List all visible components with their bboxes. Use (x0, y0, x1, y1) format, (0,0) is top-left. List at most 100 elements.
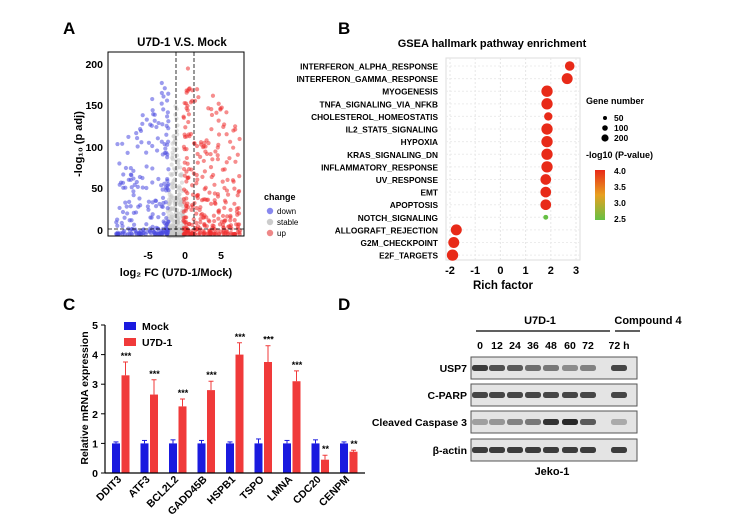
volcano-point-up (220, 213, 226, 219)
qpcr-ytick-label: 1 (92, 438, 98, 450)
volcano-point-down (155, 136, 160, 141)
volcano-ytick: 150 (85, 100, 103, 112)
volcano-point-down (154, 148, 160, 153)
panel-letter-d: D (338, 295, 350, 314)
volcano-point-down (132, 182, 137, 187)
gsea-xtick: -1 (470, 265, 480, 277)
volcano-point-down (163, 146, 168, 151)
gsea-dot (541, 98, 553, 110)
volcano-point-down (150, 96, 155, 102)
volcano-point-down (118, 180, 124, 185)
volcano-point-down (152, 118, 157, 123)
volcano-point-up (203, 144, 208, 149)
qpcr-significance: *** (292, 360, 303, 370)
blot-timepoint: 24 (509, 340, 521, 352)
volcano-point-stable (169, 182, 174, 187)
qpcr-category-label: CENPM (317, 473, 352, 508)
volcano-point-down (158, 228, 164, 233)
volcano-point-down (159, 101, 164, 106)
gsea-dot (541, 161, 553, 173)
qpcr-bar-mock (226, 443, 234, 473)
volcano-point-up (227, 156, 232, 161)
volcano-point-down (156, 120, 161, 126)
volcano-point-up (231, 145, 236, 150)
volcano-point-down (150, 166, 155, 171)
volcano-point-down (146, 140, 152, 145)
legend-u7d1-label: U7D-1 (142, 337, 173, 349)
volcano-point-up (228, 207, 233, 213)
qpcr-category-label: TSPO (238, 474, 267, 503)
volcano-point-up (198, 154, 203, 159)
volcano-ytick: 200 (85, 59, 103, 71)
volcano-point-up (227, 224, 232, 229)
volcano-point-up (209, 127, 214, 132)
blot-row-label: C-PARP (428, 390, 467, 402)
volcano-point-down (153, 232, 158, 237)
blot-timepoint: 72 (582, 340, 594, 352)
volcano-point-up (213, 149, 218, 154)
volcano-legend: change down stable up (264, 192, 299, 238)
volcano-ytick: 100 (85, 142, 103, 154)
volcano-point-down (149, 215, 154, 220)
volcano-point-down (162, 181, 167, 186)
blot-timepoint: 12 (491, 340, 503, 352)
volcano-point-stable (170, 156, 175, 162)
volcano-point-down (153, 204, 159, 209)
qpcr-ytick-label: 5 (92, 320, 98, 332)
volcano-point-up (190, 222, 195, 227)
volcano-point-up (190, 183, 195, 188)
volcano-point-up (225, 231, 230, 236)
volcano-point-up (208, 152, 213, 157)
qpcr-ylabel: Relative mRNA expression (79, 331, 91, 464)
volcano-point-up (207, 190, 212, 195)
blot-band (543, 419, 559, 425)
volcano-point-down (150, 212, 155, 217)
gsea-category-label: INFLAMMATORY_RESPONSE (321, 162, 438, 172)
volcano-point-down (150, 180, 155, 185)
volcano-point-up (184, 169, 189, 174)
blot-band (611, 392, 627, 398)
volcano-point-up (206, 218, 211, 223)
volcano-point-stable (179, 171, 184, 177)
volcano-point-up (184, 147, 189, 152)
volcano-point-down (151, 112, 156, 117)
volcano-point-up (210, 157, 215, 162)
gsea-category-label: TNFA_SIGNALING_VIA_NFKB (320, 99, 438, 109)
qpcr-bar-mock (169, 443, 177, 473)
blot-timepoint: 36 (527, 340, 539, 352)
volcano-point-down (125, 232, 130, 237)
volcano-point-up (235, 222, 241, 227)
gsea-xtick: 1 (523, 265, 529, 277)
volcano-point-stable (176, 219, 181, 224)
blot-timepoint: 0 (477, 340, 483, 352)
volcano-point-up (186, 119, 191, 125)
blot-band (580, 365, 596, 371)
volcano-point-up (212, 182, 217, 187)
volcano-point-down (120, 224, 125, 229)
volcano-point-up (195, 193, 200, 198)
qpcr-significance: *** (149, 369, 160, 379)
volcano-point-down (122, 228, 127, 234)
volcano-point-stable (170, 171, 175, 177)
panel-letter-a: A (63, 19, 75, 38)
gsea-category-label: EMT (420, 188, 438, 198)
volcano-point-down (138, 203, 143, 208)
volcano-point-up (237, 136, 242, 142)
volcano-point-down (144, 150, 149, 155)
volcano-point-stable (166, 201, 172, 207)
size-legend-dot (602, 125, 608, 131)
volcano-point-down (144, 222, 149, 227)
gsea-xlabel: Rich factor (473, 280, 534, 292)
volcano-point-stable (171, 185, 176, 190)
volcano-point-up (216, 118, 221, 123)
volcano-point-down (162, 220, 167, 226)
volcano-point-down (160, 204, 165, 210)
volcano-point-down (116, 231, 121, 236)
volcano-point-down (138, 127, 143, 132)
volcano-point-up (184, 155, 189, 161)
gsea-dot (544, 112, 553, 121)
volcano-point-up (199, 198, 205, 203)
volcano-point-down (164, 98, 170, 103)
volcano-point-down (134, 130, 139, 136)
